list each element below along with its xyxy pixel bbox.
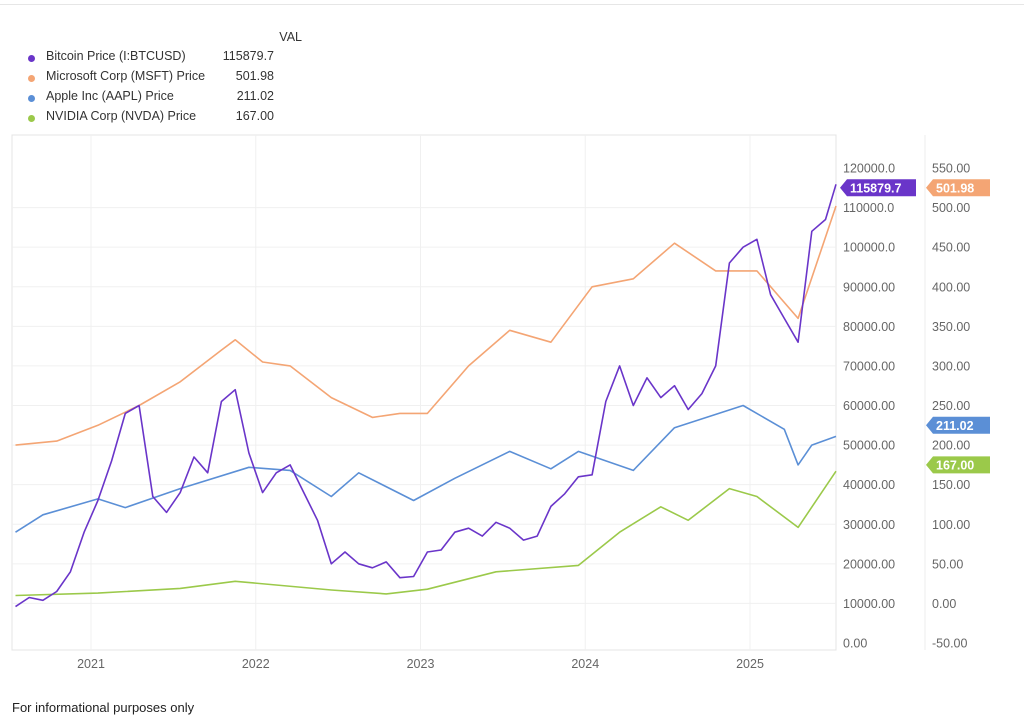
legend-dot — [28, 75, 35, 82]
left-axis-tick-label: 100000.0 — [843, 241, 895, 255]
left-axis-tick-label: 110000.0 — [843, 201, 894, 215]
x-axis-tick-label: 2022 — [242, 657, 270, 671]
right-axis-tick-label: 500.00 — [932, 201, 970, 215]
series-line-ibtcusd — [15, 184, 837, 608]
right-axis-tick-label: 450.00 — [932, 241, 970, 255]
legend-item-msft[interactable]: Microsoft Corp (MSFT) Price 501.98 — [28, 69, 278, 89]
last-value-tag — [926, 179, 990, 197]
legend-name: Microsoft Corp (MSFT) Price — [46, 69, 206, 83]
last-value-tag — [926, 456, 990, 474]
plot-area — [11, 134, 837, 651]
left-axis-tick-label: 20000.00 — [843, 557, 895, 571]
left-axis-tick-label: 40000.00 — [843, 478, 895, 492]
series-line-msft — [15, 205, 837, 446]
left-axis-tick-label: 80000.00 — [843, 320, 895, 334]
right-axis-tick-label: 550.00 — [932, 162, 970, 176]
legend-value: 115879.7 — [222, 49, 274, 63]
legend-name: Apple Inc (AAPL) Price — [46, 89, 174, 103]
legend-name: Bitcoin Price (I:BTCUSD) — [46, 49, 186, 63]
legend-item-aapl[interactable]: Apple Inc (AAPL) Price 211.02 — [28, 89, 278, 109]
right-axis-tick-label: 250.00 — [932, 399, 970, 413]
x-axis-tick-label: 2021 — [77, 657, 105, 671]
right-axis-tick-label: 150.00 — [932, 478, 970, 492]
top-divider — [0, 4, 1024, 5]
legend-value: 211.02 — [236, 89, 274, 103]
left-axis-tick-label: 30000.00 — [843, 518, 895, 532]
left-axis-tick-label: 90000.00 — [843, 280, 895, 294]
last-value-label: 211.02 — [936, 419, 974, 433]
last-value-label: 167.00 — [936, 458, 974, 472]
last-value-label: 115879.7 — [850, 181, 901, 195]
left-axis-tick-label: 50000.00 — [843, 439, 895, 453]
left-axis-tick-label: 10000.00 — [843, 597, 895, 611]
left-axis-tick-label: 60000.00 — [843, 399, 895, 413]
right-axis-tick-label: 0.00 — [932, 597, 956, 611]
legend-dot — [28, 115, 35, 122]
legend-dot — [28, 95, 35, 102]
last-value-label: 501.98 — [936, 181, 974, 195]
right-axis-tick-label: 300.00 — [932, 359, 970, 373]
last-value-tag — [926, 416, 990, 434]
legend-header: VAL — [279, 30, 302, 44]
disclaimer: For informational purposes only — [12, 700, 195, 715]
right-axis-tick-label: 200.00 — [932, 439, 970, 453]
left-axis-tick-label: 0.00 — [843, 637, 867, 651]
series-line-nvda — [15, 470, 837, 597]
x-axis-tick-label: 2024 — [571, 657, 599, 671]
legend-name: NVIDIA Corp (NVDA) Price — [46, 109, 197, 123]
x-axis-tick-label: 2023 — [407, 657, 435, 671]
legend-item-nvda[interactable]: NVIDIA Corp (NVDA) Price 167.00 — [28, 109, 278, 129]
series-line-aapl — [15, 404, 837, 533]
right-axis-tick-label: -50.00 — [932, 637, 967, 651]
right-axis-tick-label: 350.00 — [932, 320, 970, 334]
legend-dot — [28, 55, 35, 62]
left-axis-tick-label: 120000.0 — [843, 162, 895, 176]
legend-item-btc[interactable]: Bitcoin Price (I:BTCUSD) 115879.7 — [28, 49, 278, 69]
right-axis-tick-label: 100.00 — [932, 518, 970, 532]
x-axis-tick-label: 2025 — [736, 657, 764, 671]
left-axis-tick-label: 70000.00 — [843, 359, 895, 373]
legend-value: 501.98 — [235, 69, 274, 83]
right-axis-tick-label: 50.00 — [932, 557, 963, 571]
right-axis-tick-label: 400.00 — [932, 280, 970, 294]
last-value-tag — [840, 179, 916, 197]
legend-value: 167.00 — [235, 109, 274, 123]
